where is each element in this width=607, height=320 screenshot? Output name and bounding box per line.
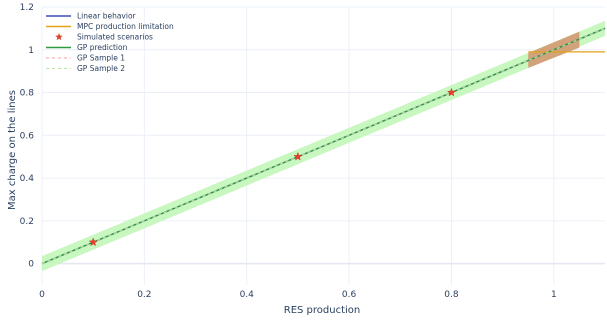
x-axis-label: RES production — [284, 305, 361, 316]
series-lines — [41, 27, 606, 265]
x-tick-label: 0.8 — [444, 290, 459, 300]
gp-prediction-line — [41, 27, 606, 265]
legend-label: MPC production limitation — [77, 22, 174, 31]
legend-item: GP Sample 1 — [46, 54, 125, 63]
legend-item: MPC production limitation — [46, 22, 174, 31]
legend-label: Linear behavior — [77, 12, 137, 21]
legend-item: Linear behavior — [46, 12, 137, 21]
legend-item: GP Sample 2 — [46, 64, 125, 73]
y-tick-label: 0.2 — [20, 217, 34, 227]
x-tick-label: 0 — [39, 290, 45, 300]
y-tick-labels: 0 0.2 0.4 0.6 0.8 1 1.2 — [20, 3, 35, 270]
y-tick-label: 0.4 — [20, 174, 35, 184]
legend-label: GP Sample 2 — [77, 64, 125, 73]
legend-label: Simulated scenarios — [77, 33, 153, 42]
x-tick-label: 0.2 — [137, 290, 151, 300]
legend-item: Simulated scenarios — [55, 32, 153, 42]
y-tick-label: 0.8 — [20, 89, 35, 99]
y-axis-label: Max charge on the lines — [7, 90, 18, 210]
legend-star-icon — [55, 32, 63, 41]
legend-item: GP prediction — [46, 43, 128, 52]
scenario-star-marker — [293, 151, 303, 161]
legend-label: GP Sample 1 — [77, 54, 125, 63]
legend-label: GP prediction — [77, 43, 128, 52]
scenario-markers — [88, 87, 456, 247]
y-tick-label: 1.2 — [20, 3, 34, 13]
y-tick-label: 0 — [28, 260, 34, 270]
x-tick-label: 1 — [551, 290, 557, 300]
x-tick-label: 0.4 — [240, 290, 255, 300]
y-tick-label: 0.6 — [20, 131, 35, 141]
x-tick-label: 0.6 — [342, 290, 357, 300]
y-tick-label: 1 — [28, 46, 34, 56]
scenario-star-marker — [446, 87, 456, 97]
x-tick-labels: 0 0.2 0.4 0.6 0.8 1 — [39, 290, 557, 300]
scenario-star-marker — [88, 237, 98, 247]
